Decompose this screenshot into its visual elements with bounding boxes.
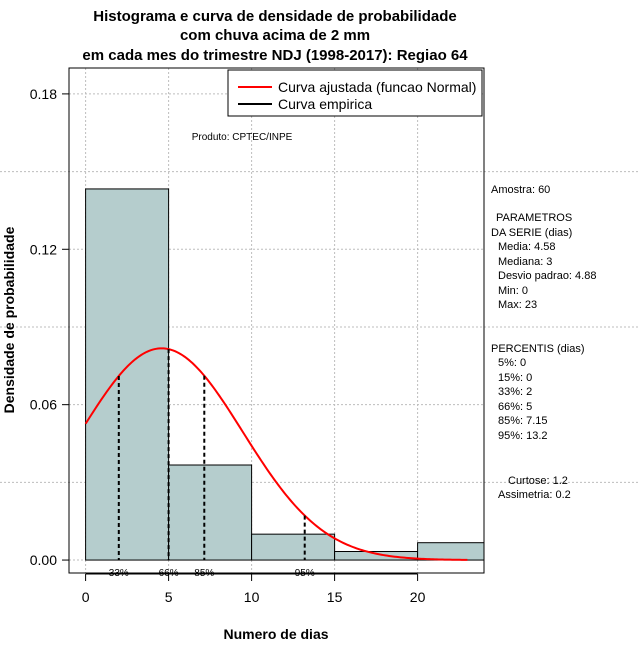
y-axis: 0.00 0.06 0.12 0.18 xyxy=(30,86,70,568)
bars xyxy=(85,188,484,561)
histogram-bar-2 xyxy=(251,533,336,561)
histogram-bar-4 xyxy=(417,542,484,561)
product-annotation: Produto: CPTEC/INPE xyxy=(192,132,293,143)
chart-title-line-1: Histograma e curva de densidade de proba… xyxy=(93,8,456,25)
normal-curve-line xyxy=(84,347,468,561)
percentil-15: 15%: 0 xyxy=(498,372,532,384)
x-axis: 0 5 10 15 20 xyxy=(82,573,426,605)
percentis-title: PERCENTIS (dias) xyxy=(491,343,585,355)
sample-size: Amostra: 60 xyxy=(491,184,550,196)
percentil-66: 66%: 5 xyxy=(498,401,532,413)
param-max: Max: 23 xyxy=(498,299,537,311)
y-tick-label-3: 0.18 xyxy=(30,86,57,102)
chart-title-line-2: com chuva acima de 2 mm xyxy=(180,27,370,44)
y-tick-label-0: 0.00 xyxy=(30,552,57,568)
x-tick-label-4: 20 xyxy=(410,589,426,605)
param-median: Mediana: 3 xyxy=(498,256,552,268)
chart-title-line-3: em cada mes do trimestre NDJ (1998-2017)… xyxy=(82,47,468,64)
skewness: Assimetria: 0.2 xyxy=(498,489,571,501)
percentil-33: 33%: 2 xyxy=(498,386,532,398)
y-axis-label: Densidade de probabilidade xyxy=(1,226,17,413)
x-tick-label-2: 10 xyxy=(244,589,260,605)
legend-box xyxy=(227,69,483,117)
params-title-2: DA SERIE (dias) xyxy=(491,227,572,239)
kurtosis: Curtose: 1.2 xyxy=(508,475,568,487)
params-title-1: PARAMETROS xyxy=(496,212,572,224)
param-min: Min: 0 xyxy=(498,285,528,297)
legend: Curva ajustada (funcao Normal) Curva emp… xyxy=(227,69,483,117)
x-axis-label: Numero de dias xyxy=(223,626,328,642)
x-tick-label-0: 0 xyxy=(82,589,90,605)
y-tick-label-1: 0.06 xyxy=(30,397,57,413)
percentil-85: 85%: 7.15 xyxy=(498,415,548,427)
histogram-bar-1 xyxy=(168,464,253,561)
percentil-95: 95%: 13.2 xyxy=(498,430,548,442)
legend-label-normal: Curva ajustada (funcao Normal) xyxy=(278,79,476,95)
stats-panel: Amostra: 60 PARAMETROS DA SERIE (dias) M… xyxy=(491,184,596,501)
x-tick-label-3: 15 xyxy=(327,589,343,605)
y-tick-label-2: 0.12 xyxy=(30,241,57,257)
param-mean: Media: 4.58 xyxy=(498,241,555,253)
param-sd: Desvio padrao: 4.88 xyxy=(498,270,596,282)
x-tick-label-1: 5 xyxy=(165,589,173,605)
percentil-5: 5%: 0 xyxy=(498,357,526,369)
normal-curve xyxy=(84,347,468,561)
legend-label-empirical: Curva empirica xyxy=(278,96,372,112)
histogram-bar-0 xyxy=(85,188,170,561)
